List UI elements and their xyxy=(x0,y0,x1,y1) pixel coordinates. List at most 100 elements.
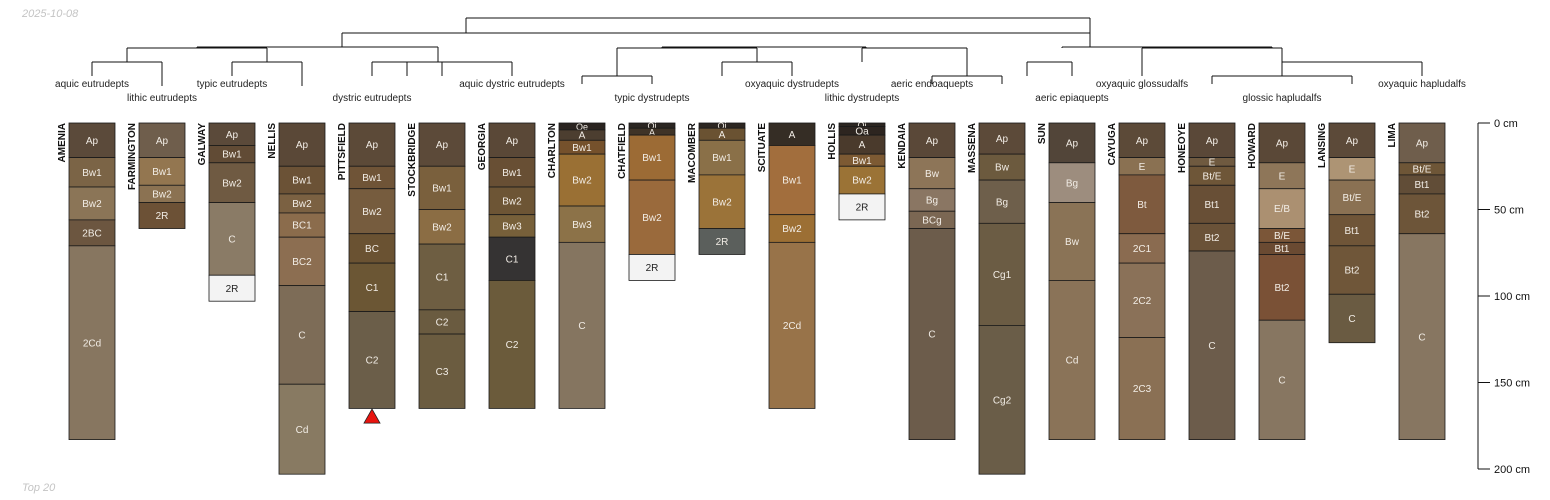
horizon-scituate-1 xyxy=(768,145,816,216)
horizon-label: A xyxy=(789,130,796,141)
horizon-label: 2C2 xyxy=(1133,296,1152,307)
group-label: oxyaquic glossudalfs xyxy=(1096,79,1188,90)
horizon-sun-0 xyxy=(1048,122,1096,164)
horizon-label: Cg1 xyxy=(993,270,1012,281)
horizon-howard-2 xyxy=(1258,188,1306,229)
horizon-macomber-4 xyxy=(698,228,746,255)
horizon-lansing-2 xyxy=(1328,179,1376,216)
group-label: oxyaquic dystrudepts xyxy=(745,79,839,90)
horizon-cayuga-5 xyxy=(1118,337,1166,440)
horizon-label: C xyxy=(928,330,935,341)
horizon-georgia-5 xyxy=(488,280,536,409)
profile-howard: Ap E E/B B/E Bt1 Bt2 C HOWARD xyxy=(1247,122,1306,440)
horizon-cayuga-2 xyxy=(1118,174,1166,235)
horizon-label: 2R xyxy=(856,203,869,214)
horizon-label: Bt2 xyxy=(1204,233,1219,244)
profile-name: PITTSFIELD xyxy=(337,123,348,180)
horizon-label: Bw3 xyxy=(502,222,522,233)
horizon-label: E/B xyxy=(1274,204,1290,215)
horizon-cayuga-4 xyxy=(1118,262,1166,338)
profiles: Ap Bw1 Bw2 2BC 2Cd AMENIA Ap Bw1 Bw2 2R FARMINGTON… xyxy=(57,120,1446,475)
horizon-galway-3 xyxy=(208,202,256,276)
depth-tick-label: 200 cm xyxy=(1494,464,1530,476)
horizon-label: Bg xyxy=(926,196,938,207)
profile-macomber: OiA Bw1 Bw2 2R MACOMBER xyxy=(687,121,746,255)
profile-lansing: Ap E Bt/E Bt1 Bt2 C LANSING xyxy=(1317,122,1376,344)
date-label: 2025-10-08 xyxy=(22,8,79,20)
horizon-label: Bw2 xyxy=(362,207,382,218)
horizon-label: Bw2 xyxy=(82,199,102,210)
profile-name: HOLLIS xyxy=(827,123,838,160)
horizon-label: B/E xyxy=(1274,231,1290,242)
profile-nellis: Ap Bw1 Bw2 BC1 BC2 C Cd NELLIS xyxy=(267,122,326,475)
horizon-honeoye-5 xyxy=(1188,250,1236,440)
horizon-howard-1 xyxy=(1258,162,1306,190)
horizon-label: Ap xyxy=(926,136,939,147)
horizon-pittsfield-4 xyxy=(348,262,396,312)
horizon-nellis-6 xyxy=(278,383,326,475)
horizon-label: Bt1 xyxy=(1274,244,1289,255)
horizon-macomber-3 xyxy=(698,174,746,229)
horizon-nellis-0 xyxy=(278,122,326,167)
horizon-label: Bw xyxy=(995,163,1010,174)
profile-name: HONEOYE xyxy=(1177,123,1188,173)
horizon-stockbridge-5 xyxy=(418,333,466,409)
horizon-label: Bw3 xyxy=(572,220,592,231)
horizon-label: Ap xyxy=(1066,138,1079,149)
horizon-pittsfield-0 xyxy=(348,122,396,167)
horizon-label: Bw1 xyxy=(222,150,242,161)
horizon-label: Bw2 xyxy=(782,224,802,235)
horizon-lima-0 xyxy=(1398,122,1446,164)
horizon-label: C xyxy=(578,321,585,332)
horizon-stockbridge-3 xyxy=(418,243,466,311)
horizon-label: C xyxy=(1418,332,1425,343)
horizon-galway-2 xyxy=(208,162,256,203)
profile-massena: Ap Bw Bg Cg1 Cg2 MASSENA xyxy=(967,122,1026,475)
group-label: aquic dystric eutrudepts xyxy=(459,79,565,90)
horizon-label: Ap xyxy=(436,140,449,151)
horizon-label: BC xyxy=(365,244,379,255)
horizon-label: 2C3 xyxy=(1133,384,1152,395)
profile-name: AMENIA xyxy=(57,123,68,162)
profile-cayuga: Ap E Bt 2C1 2C2 2C3 CAYUGA xyxy=(1107,122,1166,440)
horizon-kendaia-1 xyxy=(908,157,956,190)
horizon-cayuga-0 xyxy=(1118,122,1166,158)
horizon-lima-4 xyxy=(1398,233,1446,440)
horizon-label: A xyxy=(859,140,866,151)
horizon-label: Bt1 xyxy=(1344,226,1359,237)
horizon-chatfield-2 xyxy=(628,134,676,181)
horizon-label: Bg xyxy=(996,197,1008,208)
horizon-pittsfield-2 xyxy=(348,188,396,235)
depth-tick-label: 100 cm xyxy=(1494,291,1530,303)
horizon-label: Bt1 xyxy=(1414,180,1429,191)
horizon-label: Cg2 xyxy=(993,395,1012,406)
horizon-label: Bt2 xyxy=(1274,283,1289,294)
horizon-label: Ap xyxy=(226,130,239,141)
horizon-howard-6 xyxy=(1258,319,1306,440)
profile-kendaia: Ap Bw Bg BCg C KENDAIA xyxy=(897,122,956,440)
horizon-label: Bt/E xyxy=(1203,171,1222,182)
profile-name: HOWARD xyxy=(1247,123,1258,169)
horizon-label: Bw2 xyxy=(432,222,452,233)
horizon-label: Bw2 xyxy=(852,176,872,187)
horizon-label: Ap xyxy=(366,140,379,151)
horizon-georgia-0 xyxy=(488,122,536,158)
horizon-amenia-3 xyxy=(68,219,116,247)
horizon-label: Oi xyxy=(648,121,657,131)
horizon-label: A xyxy=(719,130,726,141)
horizon-label: Bw1 xyxy=(712,153,732,164)
profile-chatfield: OiA Bw1 Bw2 2R CHATFIELD xyxy=(617,121,676,281)
horizon-label: 2Cd xyxy=(783,321,801,332)
profile-lima: Ap Bt/E Bt1 Bt2 C LIMA xyxy=(1387,122,1446,440)
horizon-label: 2BC xyxy=(82,228,101,239)
profile-name: MACOMBER xyxy=(687,122,698,183)
horizon-scituate-3 xyxy=(768,241,816,409)
horizon-label: Bw1 xyxy=(642,153,662,164)
horizon-massena-4 xyxy=(978,325,1026,475)
profile-name: CHATFIELD xyxy=(617,123,628,179)
horizon-pittsfield-3 xyxy=(348,233,396,264)
horizon-label: C2 xyxy=(436,318,449,329)
horizon-hollis-4 xyxy=(838,165,886,195)
horizon-macomber-2 xyxy=(698,139,746,176)
